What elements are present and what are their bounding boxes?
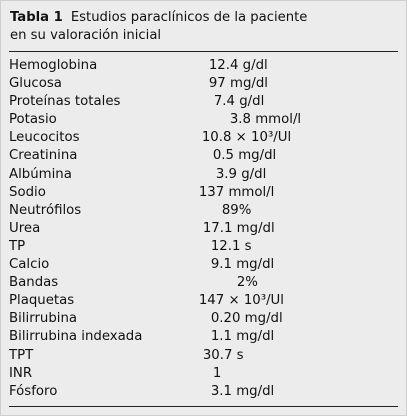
table-row: Neutrófilos 89% bbox=[9, 202, 406, 220]
row-parameter: Bandas bbox=[9, 275, 59, 291]
row-value: 147 × 10³/Ul bbox=[198, 293, 284, 309]
row-parameter: TPT bbox=[9, 347, 34, 363]
row-parameter: Leucocitos bbox=[9, 130, 80, 146]
row-value: 3.1 mg/dl bbox=[210, 383, 275, 399]
row-parameter: Bilirrubina indexada bbox=[9, 329, 143, 345]
table-row: Bilirrubina indexada 1.1 mg/dl bbox=[9, 328, 406, 346]
table-row: Bandas 2% bbox=[9, 274, 406, 292]
bottom-rule bbox=[9, 406, 398, 407]
table-row: Bilirrubina 0.20 mg/dl bbox=[9, 310, 406, 328]
table-row: TPT 30.7 s bbox=[9, 347, 406, 365]
top-rule bbox=[9, 51, 398, 52]
row-parameter: Neutrófilos bbox=[9, 202, 82, 218]
table-row: TP 12.1 s bbox=[9, 238, 406, 256]
row-value: 12.4 g/dl bbox=[208, 58, 268, 73]
row-value: 3.8 mmol/l bbox=[229, 112, 302, 128]
table-row: Sodio 137 mmol/l bbox=[9, 184, 406, 202]
table-row: Glucosa 97 mg/dl bbox=[9, 75, 406, 93]
row-value: 1 bbox=[212, 365, 222, 381]
row-value: 9.1 mg/dl bbox=[210, 257, 275, 273]
row-parameter: Glucosa bbox=[9, 76, 62, 92]
row-parameter: Creatinina bbox=[9, 148, 78, 164]
table-row: Urea 17.1 mg/dl bbox=[9, 220, 406, 238]
table-row: Leucocitos 10.8 × 10³/Ul bbox=[9, 129, 406, 147]
table-row: Calcio 9.1 mg/dl bbox=[9, 256, 406, 274]
table-row: Hemoglobina 12.4 g/dl bbox=[9, 57, 406, 75]
row-value: 97 mg/dl bbox=[208, 76, 268, 92]
row-value: 10.8 × 10³/Ul bbox=[201, 130, 292, 146]
row-parameter: Potasio bbox=[9, 112, 57, 128]
row-parameter: Bilirrubina bbox=[9, 311, 78, 327]
row-value: 3.9 g/dl bbox=[215, 166, 267, 182]
table-row: Fósforo 3.1 mg/dl bbox=[9, 383, 406, 401]
row-value: 0.20 mg/dl bbox=[210, 311, 283, 327]
row-value: 1.1 mg/dl bbox=[210, 329, 275, 345]
row-parameter: Plaquetas bbox=[9, 293, 75, 309]
row-parameter: Proteínas totales bbox=[9, 94, 121, 110]
row-value: 137 mmol/l bbox=[198, 184, 275, 200]
row-parameter: INR bbox=[9, 365, 33, 381]
caption-line-1: Estudios paraclínicos de la paciente bbox=[70, 10, 308, 25]
table-row: INR 1 bbox=[9, 365, 406, 383]
row-value: 30.7 s bbox=[202, 347, 244, 363]
row-parameter: Calcio bbox=[9, 257, 50, 273]
row-parameter: Urea bbox=[9, 220, 41, 236]
caption-line-2: en su valoración inicial bbox=[10, 28, 162, 43]
table-body: Hemoglobina 12.4 g/dl Glucosa 97 mg/dl Prote… bbox=[9, 57, 406, 401]
table-row: Proteínas totales 7.4 g/dl bbox=[9, 93, 406, 111]
lab-results-table: Hemoglobina 12.4 g/dl Glucosa 97 mg/dl Prote… bbox=[9, 57, 406, 401]
row-value: 17.1 mg/dl bbox=[202, 220, 275, 236]
row-value: 12.1 s bbox=[210, 238, 252, 254]
table-caption: Tabla 1 Estudios paraclínicos de la pacie… bbox=[10, 9, 400, 45]
row-value: 0.5 mg/dl bbox=[212, 148, 277, 164]
row-parameter: Sodio bbox=[9, 184, 46, 200]
row-parameter: TP bbox=[9, 238, 26, 254]
row-value: 7.4 g/dl bbox=[213, 94, 265, 110]
row-parameter: Fósforo bbox=[9, 383, 58, 399]
table-row: Plaquetas 147 × 10³/Ul bbox=[9, 292, 406, 310]
table-row: Potasio 3.8 mmol/l bbox=[9, 111, 406, 129]
row-parameter: Hemoglobina bbox=[9, 58, 98, 73]
row-parameter: Albúmina bbox=[9, 166, 72, 182]
row-value: 89% bbox=[221, 202, 252, 218]
row-value: 2% bbox=[236, 275, 258, 291]
table-row: Albúmina 3.9 g/dl bbox=[9, 166, 406, 184]
table-row: Creatinina 0.5 mg/dl bbox=[9, 147, 406, 165]
table-label: Tabla 1 bbox=[10, 10, 63, 25]
